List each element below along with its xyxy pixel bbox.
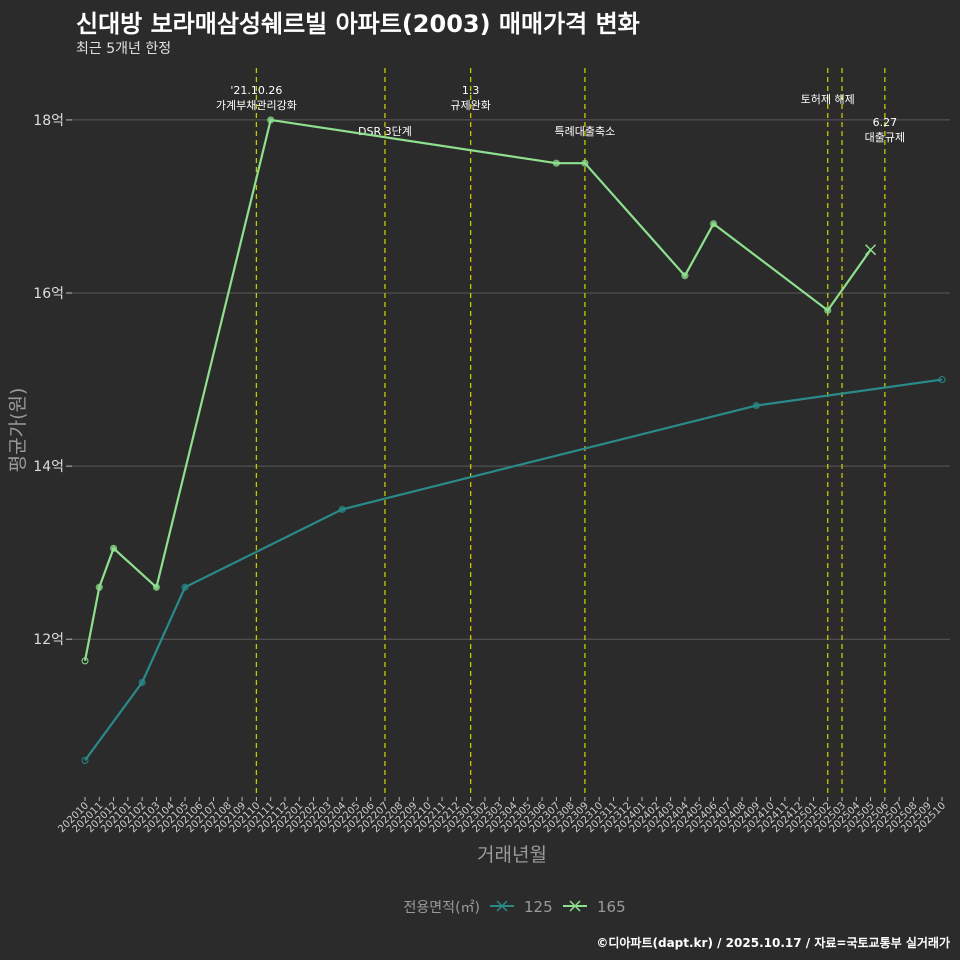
y-tick-label: 18억 xyxy=(33,113,64,129)
legend-label-165: 165 xyxy=(597,898,626,916)
data-point-165 xyxy=(95,583,103,591)
y-axis-title: 평균가(원) xyxy=(7,388,29,473)
event-annotation: '21.10.26 xyxy=(230,84,282,97)
chart-subtitle: 최근 5개년 한정 xyxy=(76,41,172,57)
data-point-125 xyxy=(138,678,146,687)
data-point-165 xyxy=(81,657,89,665)
data-point-125 xyxy=(752,401,760,410)
data-point-165 xyxy=(681,272,689,280)
y-tick-label: 12억 xyxy=(33,632,64,648)
series-line-125 xyxy=(84,378,943,762)
event-annotation: DSR 3단계 xyxy=(358,125,412,138)
data-point-165 xyxy=(152,583,161,591)
legend-marker-125 xyxy=(496,900,508,912)
data-point-165 xyxy=(824,306,832,314)
data-point-165 xyxy=(109,544,118,552)
data-point-165 xyxy=(581,159,589,167)
event-annotation: 6.27 xyxy=(873,116,898,129)
credit-footer: ©디아파트(dapt.kr) / 2025.10.17 / 자료=국토교통부 실… xyxy=(596,936,950,950)
data-point-165 xyxy=(267,116,275,124)
event-annotation: 1.3 xyxy=(462,84,480,97)
legend-label-125: 125 xyxy=(524,898,553,916)
data-point-165 xyxy=(709,220,718,228)
legend-title: 전용면적(㎡) xyxy=(404,900,480,916)
chart-title: 신대방 보라매삼성쉐르빌 아파트(2003) 매매가격 변화 xyxy=(76,10,640,38)
event-annotation: 규제완화 xyxy=(450,99,490,112)
data-point-165 xyxy=(552,159,560,167)
data-point-125 xyxy=(81,756,89,764)
series-line-165 xyxy=(83,118,872,662)
event-annotation: 가계부채관리강화 xyxy=(216,99,297,112)
y-tick-label: 14억 xyxy=(33,459,64,475)
legend-marker-165 xyxy=(569,900,581,912)
event-annotation: 토허제 해제 xyxy=(801,92,855,106)
data-point-125 xyxy=(338,505,346,513)
data-point-125 xyxy=(181,583,189,591)
event-annotation: 대출규제 xyxy=(865,131,905,144)
y-tick-label: 16억 xyxy=(33,286,64,302)
data-point-125 xyxy=(938,376,946,384)
data-point-165 xyxy=(865,244,877,256)
x-axis-title: 거래년월 xyxy=(477,844,547,866)
event-annotation: 특례대출축소 xyxy=(555,125,616,138)
